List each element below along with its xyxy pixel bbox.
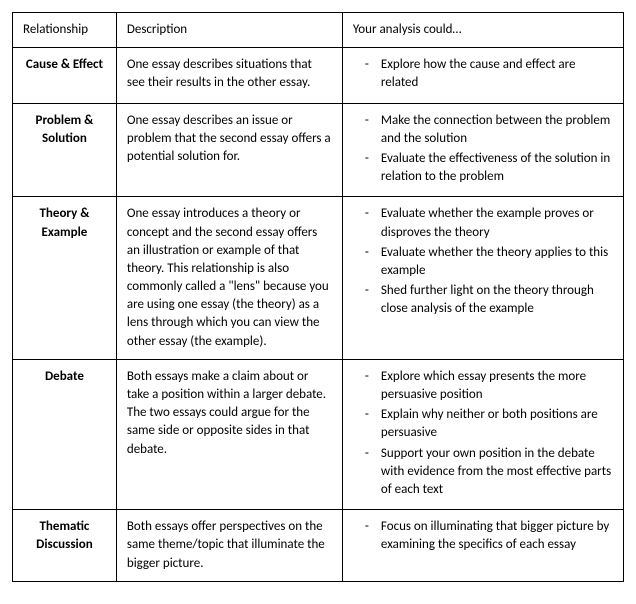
analysis-item: Evaluate whether the example proves or d… xyxy=(353,205,613,241)
description-cell: One essay describes situations that see … xyxy=(116,48,342,103)
analysis-cell: Evaluate whether the example proves or d… xyxy=(342,197,623,360)
analysis-item: Evaluate the effectiveness of the soluti… xyxy=(353,150,613,186)
analysis-item: Support your own position in the debate … xyxy=(353,445,613,500)
relationship-cell: Theory & Example xyxy=(13,197,117,360)
table-body: Cause & EffectOne essay describes situat… xyxy=(13,48,624,582)
description-cell: One essay introduces a theory or concept… xyxy=(116,197,342,360)
relationship-table: Relationship Description Your analysis c… xyxy=(12,12,624,582)
analysis-item: Evaluate whether the theory applies to t… xyxy=(353,244,613,280)
analysis-cell: Explore which essay presents the more pe… xyxy=(342,359,623,509)
table-row: Theory & ExampleOne essay introduces a t… xyxy=(13,197,624,360)
description-cell: Both essays make a claim about or take a… xyxy=(116,359,342,509)
analysis-cell: Explore how the cause and effect are rel… xyxy=(342,48,623,103)
table-header-row: Relationship Description Your analysis c… xyxy=(13,13,624,48)
relationship-cell: Problem & Solution xyxy=(13,103,117,197)
analysis-list: Explore how the cause and effect are rel… xyxy=(353,56,613,92)
table-row: Cause & EffectOne essay describes situat… xyxy=(13,48,624,103)
table-row: Thematic DiscussionBoth essays offer per… xyxy=(13,510,624,582)
description-cell: One essay describes an issue or problem … xyxy=(116,103,342,197)
relationship-cell: Cause & Effect xyxy=(13,48,117,103)
analysis-item: Explain why neither or both positions ar… xyxy=(353,406,613,442)
analysis-list: Explore which essay presents the more pe… xyxy=(353,368,613,499)
table-row: DebateBoth essays make a claim about or … xyxy=(13,359,624,509)
analysis-item: Explore which essay presents the more pe… xyxy=(353,368,613,404)
relationship-cell: Thematic Discussion xyxy=(13,510,117,582)
analysis-cell: Make the connection between the problem … xyxy=(342,103,623,197)
analysis-item: Explore how the cause and effect are rel… xyxy=(353,56,613,92)
header-relationship: Relationship xyxy=(13,13,117,48)
header-description: Description xyxy=(116,13,342,48)
description-cell: Both essays offer perspectives on the sa… xyxy=(116,510,342,582)
header-analysis: Your analysis could… xyxy=(342,13,623,48)
table-row: Problem & SolutionOne essay describes an… xyxy=(13,103,624,197)
analysis-list: Evaluate whether the example proves or d… xyxy=(353,205,613,318)
analysis-list: Make the connection between the problem … xyxy=(353,112,613,187)
relationship-cell: Debate xyxy=(13,359,117,509)
analysis-item: Make the connection between the problem … xyxy=(353,112,613,148)
analysis-item: Shed further light on the theory through… xyxy=(353,282,613,318)
analysis-item: Focus on illuminating that bigger pictur… xyxy=(353,518,613,554)
analysis-cell: Focus on illuminating that bigger pictur… xyxy=(342,510,623,582)
analysis-list: Focus on illuminating that bigger pictur… xyxy=(353,518,613,554)
